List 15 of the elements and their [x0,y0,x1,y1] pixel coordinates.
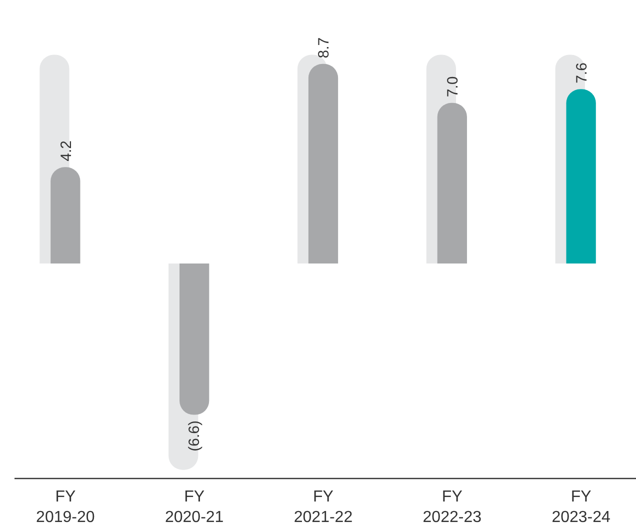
bar [50,167,80,264]
data-label: 7.6 [574,62,591,84]
bar [180,263,210,415]
bar [308,64,338,264]
x-tick-label: FY 2021-22 [294,488,353,526]
x-tick-label: FY 2019-20 [36,488,95,526]
x-tick-label: FY 2022-23 [422,488,482,526]
x-tick-label: FY 2020-21 [164,488,224,526]
data-label: 8.7 [316,37,333,58]
bar [566,89,596,264]
bar [437,102,467,264]
data-label: 4.2 [58,140,75,162]
x-tick-label: FY 2023-24 [552,488,611,526]
data-label: (6.6) [186,420,203,452]
data-label: 7.0 [444,76,462,98]
